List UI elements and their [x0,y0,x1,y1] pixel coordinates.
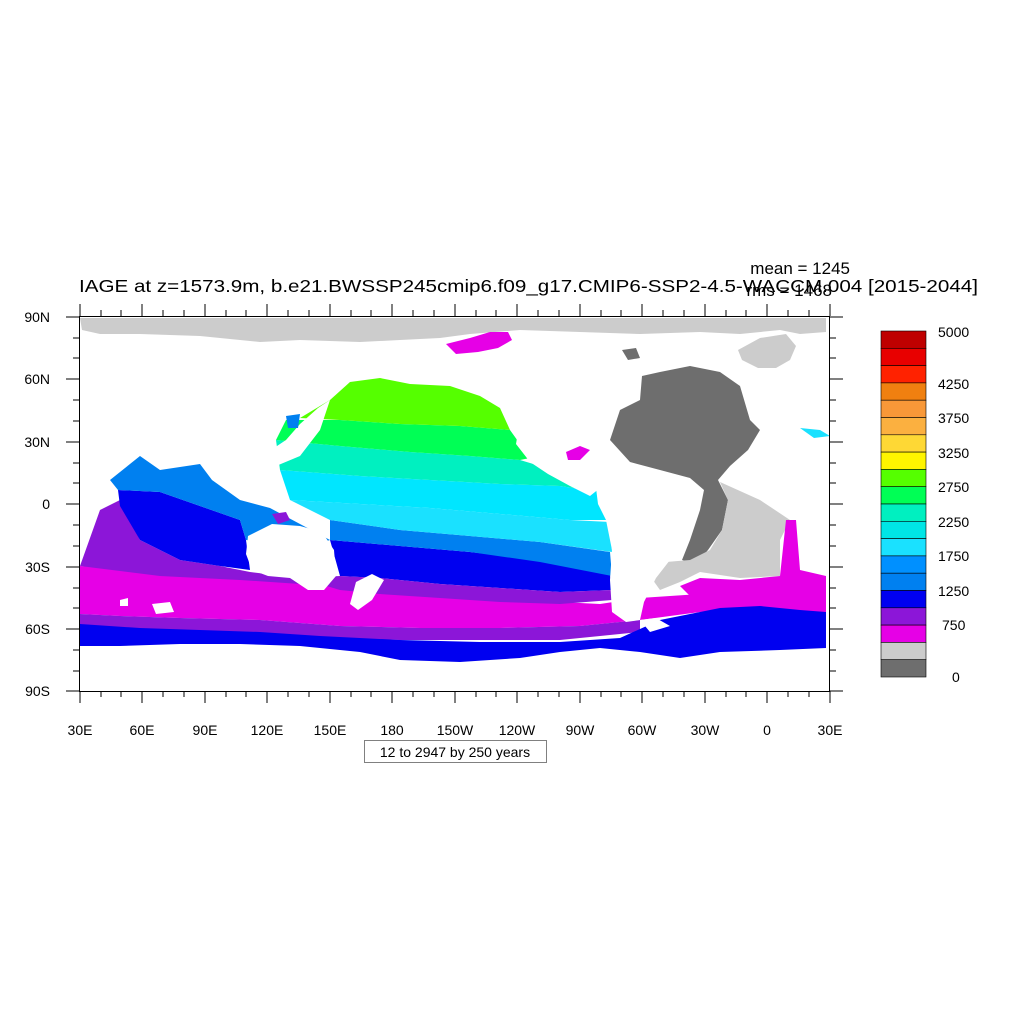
land-north-america-coast [516,420,600,496]
colorbar-label: 2250 [938,514,969,530]
colorbar-label: 2750 [938,479,969,495]
colorbar-box [880,520,927,539]
colorbar-box [880,434,927,453]
x-tick-label: 180 [380,722,404,738]
colorbar-label: 0 [952,669,960,685]
atlantic-dark-gray-upper [622,348,640,360]
x-tick-label: 150W [437,722,474,738]
x-tick-label: 30W [691,722,721,738]
mean-label: mean = 1245 [750,259,850,278]
y-tick-label: 60S [25,621,50,637]
colorbar-box [880,572,927,591]
contour-info-box: 12 to 2947 by 250 years [364,740,547,763]
land-australia [246,524,336,590]
y-tick-label: 30N [24,434,50,450]
atlantic-small-magenta [566,446,590,460]
zone-lightblue-east [330,520,612,576]
map-frame [66,304,843,703]
x-tick-label: 60W [628,722,658,738]
colorbar-box [880,382,927,401]
zone-cyan-2000 [280,470,614,520]
land-antarctic-peninsula [640,618,670,632]
indonesia-violet [272,512,290,524]
colorbar-label: 1750 [938,548,969,564]
x-tick-label: 0 [763,722,771,738]
zone-blue-west [118,490,250,570]
colorbar-box [880,503,927,522]
colorbar-box [880,590,927,609]
colorbar-box [880,624,927,643]
land-small-island-1 [120,598,128,606]
greenland-gray [738,334,796,368]
zone-blue-mid [330,540,612,592]
colorbar-box [880,538,927,557]
y-axis-labels: 90N 60N 30N 0 30S 60S 90S [24,309,50,699]
x-tick-label: 30E [68,722,93,738]
indonesia-blue [286,414,300,428]
land-asia-coast [250,400,330,468]
colorbar-label: 750 [942,617,966,633]
map-field [80,318,830,662]
atlantic-magenta-east [680,520,826,612]
zone-violet-west [80,500,340,584]
y-tick-label: 60N [24,371,50,387]
colorbar-box [880,347,927,366]
rms-label: rms = 1468 [746,281,832,300]
x-tick-label: 120W [499,722,536,738]
colorbar-label: 3250 [938,445,969,461]
colorbar-box [880,417,927,436]
colorbar-box [880,469,927,487]
colorbar-box [880,659,927,678]
colorbar-box [880,330,927,349]
atlantic-dark-gray [610,366,760,564]
zone-lime-2750 [300,378,510,430]
x-tick-label: 90E [193,722,218,738]
zone-teal-2250 [276,440,600,492]
colorbar-box [880,607,927,626]
colorbar-labels: 5000 4250 3750 3250 2750 2250 1750 1250 … [938,324,969,685]
zone-blue-south [80,606,826,662]
zone-cyan-1750 [290,500,612,552]
x-tick-label: 120E [251,722,284,738]
atlantic-small-cyan [800,428,830,438]
y-tick-label: 30S [25,559,50,575]
map-title: IAGE at z=1573.9m, b.e21.BWSSP245cmip6.f… [79,276,978,297]
x-tick-label: 60E [130,722,155,738]
land-south-america [596,476,690,622]
x-axis-labels: 30E 60E 90E 120E 150E 180 150W 120W 90W … [68,722,843,738]
land-small-island-2 [152,602,174,614]
colorbar-label: 1250 [938,583,969,599]
y-tick-label: 90S [25,683,50,699]
contour-info-text: 12 to 2947 by 250 years [380,744,530,760]
colorbar-label: 5000 [938,324,969,340]
colorbar-box [880,486,927,505]
colorbar-label: 4250 [938,376,969,392]
atlantic-light-gray [650,482,790,590]
colorbar-box [880,365,927,384]
zone-green-2500 [276,420,530,460]
colorbar-box [880,642,927,661]
x-tick-label: 90W [566,722,596,738]
colorbar: 5000 4250 3750 3250 2750 2250 1750 1250 … [880,324,969,685]
colorbar-boxes [880,330,927,678]
colorbar-box [880,451,927,470]
x-tick-label: 30E [818,722,843,738]
x-tick-label: 150E [314,722,347,738]
arctic-gray-region [80,318,826,342]
land-new-zealand [350,574,384,610]
colorbar-label: 3750 [938,410,969,426]
colorbar-box [880,399,927,418]
arctic-magenta-patch [446,332,512,354]
y-tick-label: 90N [24,309,50,325]
colorbar-box [880,555,927,574]
y-tick-label: 0 [42,496,50,512]
